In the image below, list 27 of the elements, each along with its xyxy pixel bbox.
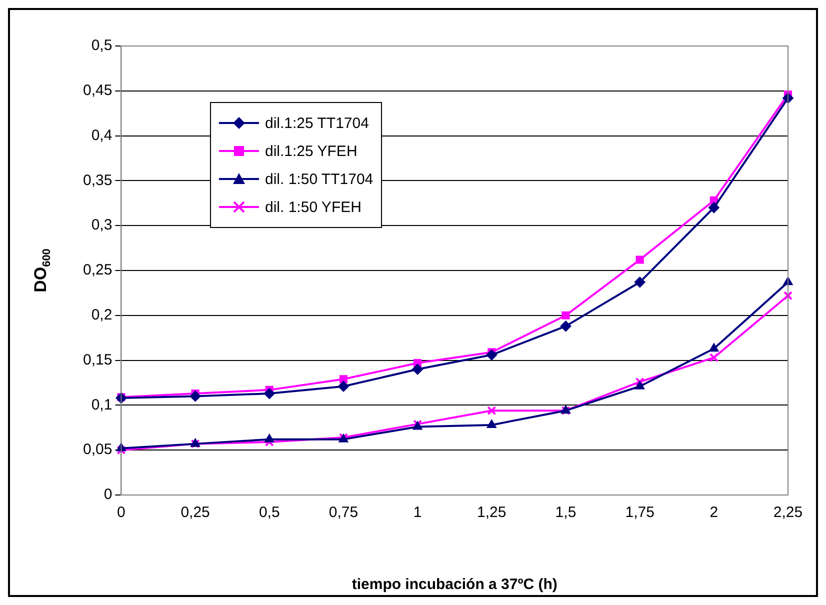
x-tick-label: 0,75: [328, 504, 358, 522]
y-tick-label: 0,3: [91, 216, 112, 234]
y-tick-label: 0,5: [91, 37, 112, 54]
x-tick-label: 2: [710, 504, 718, 522]
x-tick-label: 1,5: [555, 504, 576, 522]
y-tick-label: 0,15: [82, 351, 112, 368]
y-tick-label: 0,1: [91, 396, 112, 414]
x-tick-label: 1: [413, 504, 422, 522]
x-tick-label: 0,25: [180, 504, 210, 522]
y-axis-title: DO600: [31, 248, 54, 292]
x-tick-label: 2,25: [773, 504, 803, 522]
x-tick-label: 0: [117, 504, 126, 522]
x-tick-label: 1,75: [625, 504, 654, 522]
y-tick-label: 0,05: [82, 441, 112, 458]
legend-label: dil.1:25 TT1704: [265, 114, 369, 132]
y-tick-label: 0,2: [91, 306, 112, 324]
y-tick-label: 0: [104, 486, 112, 504]
y-tick-label: 0,45: [82, 82, 112, 100]
y-tick-label: 0,25: [82, 262, 112, 279]
y-tick-label: 0,35: [82, 172, 112, 189]
x-tick-label: 0,5: [258, 504, 280, 522]
legend-label: dil. 1:50 TT1704: [265, 170, 374, 188]
legend-label: dil.1:25 YFEH: [265, 142, 358, 160]
x-tick-label: 1,25: [477, 504, 506, 522]
x-axis-title: tiempo incubación a 37ºC (h): [352, 576, 558, 594]
y-tick-label: 0,4: [91, 126, 112, 144]
legend-label: dil. 1:50 YFEH: [265, 198, 362, 216]
